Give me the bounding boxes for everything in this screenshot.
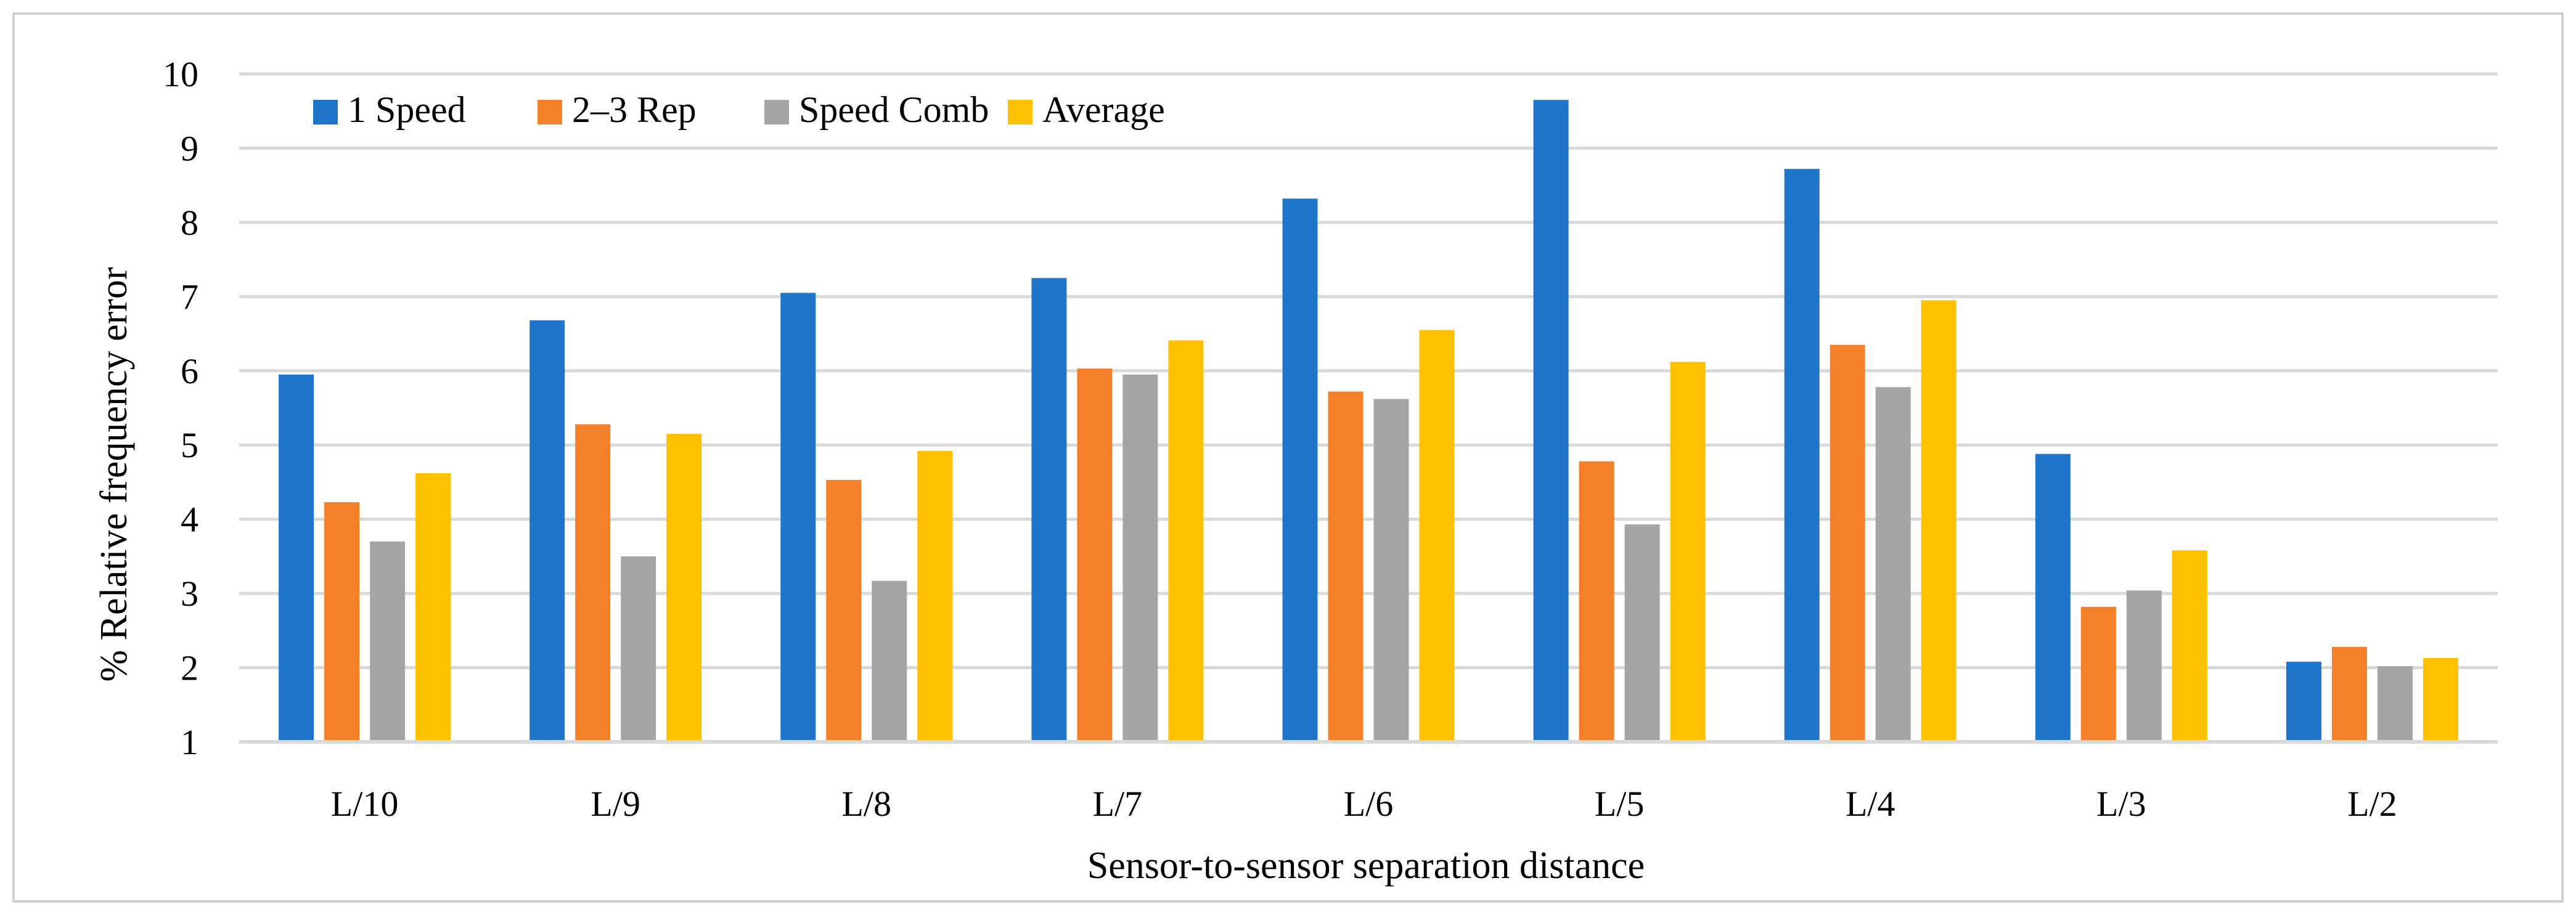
axes: 1 2 3 4 5 6 7 8 9 10 L/10 L/9 L/8 L/7 L/6 L/5 L/4 L/3 L/2 [163,54,2498,824]
bar-average-l-8 [917,450,953,742]
y-axis-title: % Relative frequency error [93,267,135,681]
bar-speed-comb-l-9 [621,556,656,742]
y-tick-label: 10 [163,54,198,94]
bar-average-l-2 [2423,657,2458,742]
y-tick-label: 1 [181,722,198,762]
legend-label: Speed Comb [799,89,989,130]
x-tick-label: L/5 [1595,784,1645,824]
bar-1-speed-l-3 [2035,453,2071,742]
bar-speed-comb-l-2 [2377,666,2413,742]
bar-average-l-4 [1921,300,1957,742]
bar-speed-comb-l-3 [2126,590,2162,742]
x-tick-label: L/8 [842,784,892,824]
legend-swatch [538,100,562,124]
legend-swatch [764,100,789,124]
bar-2-3-rep-l-4 [1830,344,1865,742]
bar-1-speed-l-8 [780,293,816,742]
bar-speed-comb-l-8 [872,580,907,742]
bar-2-3-rep-l-3 [2080,606,2116,742]
y-tick-label: 2 [181,648,198,688]
bar-speed-comb-l-4 [1875,387,1911,742]
bar-1-speed-l-2 [2286,661,2321,742]
bar-2-3-rep-l-6 [1328,391,1364,742]
bar-speed-comb-l-10 [370,541,406,742]
y-tick-label: 5 [181,425,198,465]
legend-swatch [1008,100,1032,124]
legend-label: 1 Speed [348,89,466,130]
y-tick-label: 4 [181,500,198,540]
x-tick-label: L/9 [591,784,640,824]
bar-average-l-10 [415,473,451,742]
bar-1-speed-l-7 [1031,278,1067,742]
bar-1-speed-l-5 [1533,100,1569,742]
y-tick-label: 6 [181,351,198,391]
legend-label: Average [1042,89,1165,130]
bar-2-3-rep-l-7 [1077,368,1113,742]
bar-2-3-rep-l-2 [2331,646,2367,742]
bar-speed-comb-l-7 [1122,374,1158,742]
bar-average-l-5 [1670,362,1706,742]
bar-2-3-rep-l-8 [826,479,862,742]
y-tick-label: 7 [181,277,198,317]
x-axis-title: Sensor-to-sensor separation distance [1087,845,1645,887]
bar-1-speed-l-10 [279,374,314,742]
bar-2-3-rep-l-9 [575,424,611,742]
legend: 1 Speed 2–3 Rep Speed Comb Average [313,89,1165,130]
x-tick-label: L/2 [2347,784,2397,824]
x-tick-label: L/3 [2096,784,2146,824]
y-tick-label: 3 [181,574,198,614]
x-tick-label: L/6 [1344,784,1394,824]
legend-label: 2–3 Rep [572,89,697,130]
legend-swatch [313,100,338,124]
bar-speed-comb-l-6 [1373,399,1409,742]
gridlines [239,72,2498,670]
bar-2-3-rep-l-10 [324,502,360,742]
x-tick-label: L/10 [331,784,399,824]
bar-1-speed-l-9 [530,320,565,742]
bars [279,100,2458,742]
bar-average-l-3 [2172,550,2207,742]
x-tick-label: L/4 [1846,784,1895,824]
bar-2-3-rep-l-5 [1579,461,1614,742]
bar-1-speed-l-6 [1282,198,1318,742]
y-tick-label: 9 [181,128,198,168]
x-tick-label: L/7 [1093,784,1143,824]
bar-1-speed-l-4 [1784,169,1820,742]
bar-speed-comb-l-5 [1624,524,1660,742]
bar-average-l-9 [666,434,702,742]
bar-average-l-6 [1419,330,1455,742]
bar-average-l-7 [1168,340,1204,742]
y-tick-label: 8 [181,203,198,243]
